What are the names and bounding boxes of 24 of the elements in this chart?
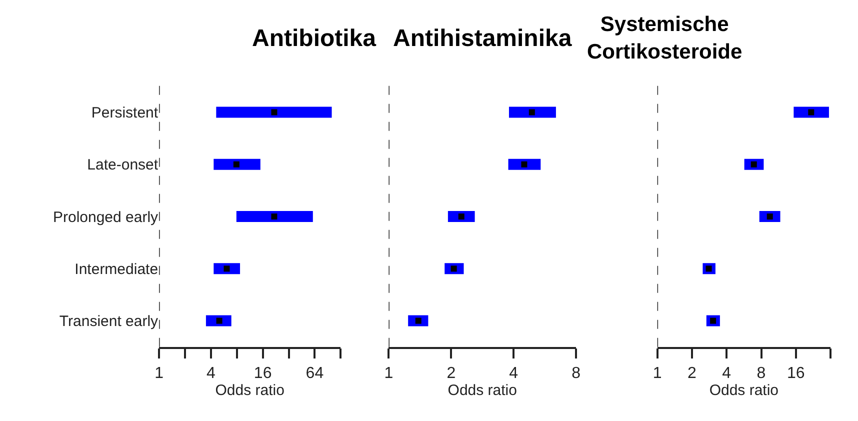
x-tick-label: 16 [787,364,805,382]
x-tick-label: 8 [756,364,766,382]
y-tick-label: Late-onset [87,156,159,174]
x-tick-label: 64 [306,364,324,382]
chart-title: Systemische Cortikosteroide [587,13,742,64]
x-tick-label: 16 [254,364,272,382]
x-tick-label: 2 [688,364,696,382]
chart-title: Antibiotika [252,25,377,52]
x-tick-label: 4 [722,364,732,382]
x-tick-label: 1 [384,364,394,382]
y-tick-label: Transient early [59,313,159,330]
x-tick-label: 8 [572,364,581,382]
x-axis-title: Odds ratio [709,382,779,399]
x-tick-label: 1 [652,364,662,382]
x-axis-title: Odds ratio [448,382,517,399]
y-tick-label: Persistent [91,104,159,122]
y-tick-label: Intermediate [74,260,158,278]
chart-title: Antihistaminika [393,25,572,52]
x-tick-label: 1 [154,364,164,382]
x-tick-label: 4 [206,364,216,382]
x-tick-label: 4 [509,364,518,382]
x-axis-title: Odds ratio [215,382,284,399]
y-tick-label: Prolonged early [52,208,159,226]
x-tick-label: 2 [446,364,456,382]
